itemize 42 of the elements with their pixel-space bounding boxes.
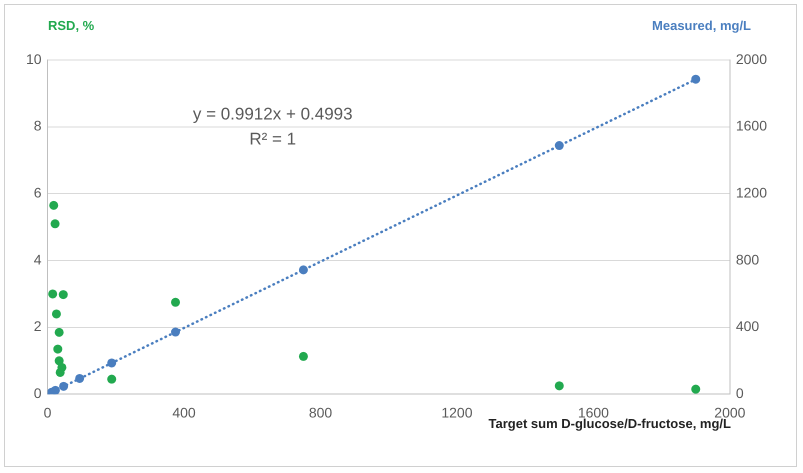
point xyxy=(298,352,308,361)
x-tick-label: 400 xyxy=(172,404,196,420)
point xyxy=(298,265,308,274)
point xyxy=(554,141,564,150)
point xyxy=(53,344,62,354)
y-tick-label: 10 xyxy=(26,50,42,67)
point xyxy=(107,374,116,384)
y2-tick-label: 1200 xyxy=(736,184,768,201)
point xyxy=(75,374,84,383)
point xyxy=(56,368,65,377)
point xyxy=(48,289,58,298)
y-tick-label: 8 xyxy=(34,118,42,134)
annotation: R² = 1 xyxy=(249,130,296,149)
y-tick-label: 2 xyxy=(34,318,42,334)
y-tick-label: 4 xyxy=(34,251,42,268)
point xyxy=(691,74,700,84)
annotation: y = 0.9912x + 0.4993 xyxy=(192,104,353,124)
point xyxy=(50,219,60,228)
point xyxy=(171,298,180,307)
point xyxy=(54,328,64,337)
point xyxy=(59,382,68,391)
point xyxy=(554,381,564,390)
point xyxy=(171,328,180,337)
y2-axis-title: Measured, mg/L xyxy=(652,18,751,33)
point xyxy=(50,386,60,394)
point xyxy=(58,290,68,300)
y2-tick-label: 2000 xyxy=(736,50,768,67)
point xyxy=(691,384,700,394)
y2-tick-label: 400 xyxy=(736,318,760,334)
x-tick-label: 0 xyxy=(44,404,52,420)
y-tick-label: 0 xyxy=(34,385,42,402)
y-tick-label: 6 xyxy=(34,184,42,201)
point xyxy=(107,358,116,368)
x-tick-label: 800 xyxy=(308,404,332,420)
x-tick-label: 1200 xyxy=(441,404,473,420)
point xyxy=(49,200,58,210)
y2-tick-label: 800 xyxy=(736,251,760,268)
y-axis-title: RSD, % xyxy=(48,18,94,33)
x-axis-title: Target sum D-glucose/D-fructose, mg/L xyxy=(488,416,731,431)
y2-tick-label: 1600 xyxy=(736,118,768,134)
point xyxy=(52,309,61,318)
y2-tick-label: 0 xyxy=(736,385,744,402)
